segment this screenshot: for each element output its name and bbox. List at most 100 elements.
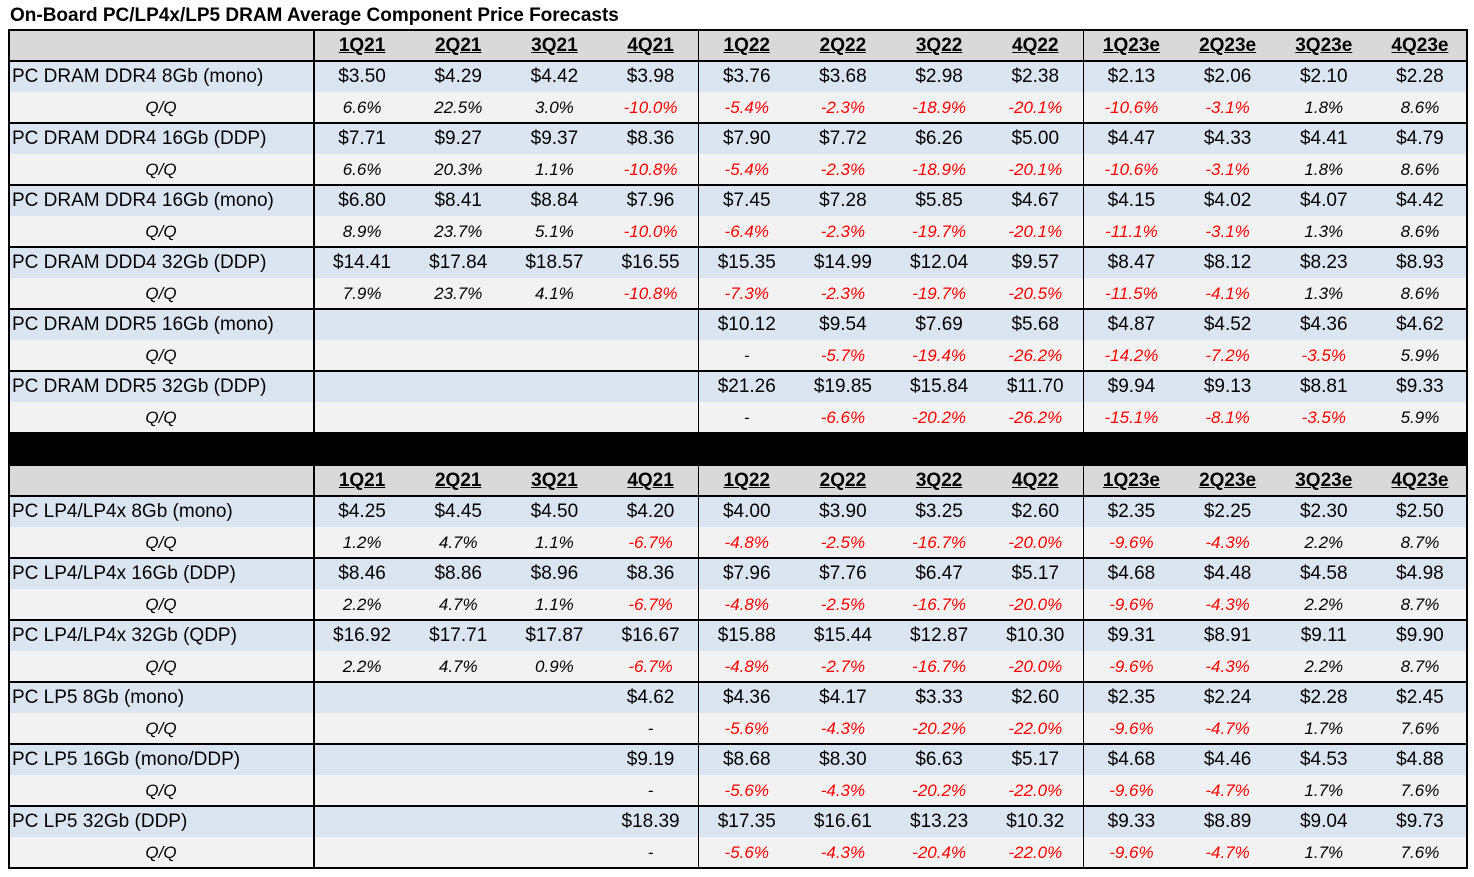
price-row: [8, 371, 1468, 402]
column-divider: [313, 465, 315, 868]
change-label: Q/Q: [145, 533, 177, 552]
price-value: $4.15: [1107, 190, 1156, 211]
change-label: Q/Q: [145, 595, 177, 614]
change-value: [506, 837, 602, 868]
price-value: $9.37: [530, 128, 579, 149]
change-value: -26.2%: [1008, 408, 1063, 427]
price-value: $2.28: [1396, 66, 1444, 87]
price-value: [410, 309, 506, 340]
price-value: $2.06: [1203, 66, 1252, 87]
row-divider: [8, 122, 1468, 124]
price-value: $8.68: [722, 749, 771, 770]
price-value: $7.28: [819, 190, 867, 211]
column-divider: [1082, 465, 1085, 868]
change-value: -22.0%: [1008, 719, 1063, 738]
price-value: $16.67: [621, 625, 680, 646]
change-label: Q/Q: [145, 657, 177, 676]
price-value: $9.27: [434, 128, 482, 149]
price-value: [603, 371, 699, 402]
price-value: $8.91: [1203, 625, 1252, 646]
price-value: $9.31: [1107, 625, 1156, 646]
price-value: $4.25: [338, 501, 386, 522]
row-divider: [8, 743, 1468, 745]
price-value: $8.36: [626, 128, 675, 149]
row-divider: [8, 246, 1468, 248]
quarter-header: 1Q23e: [1102, 35, 1160, 56]
price-value: $5.85: [915, 190, 963, 211]
price-value: $10.32: [1006, 811, 1065, 832]
change-value: -5.7%: [820, 346, 866, 365]
price-value: $4.20: [626, 501, 675, 522]
price-value: $21.26: [717, 376, 776, 397]
change-value: 8.6%: [1400, 98, 1440, 117]
change-value: -16.7%: [912, 657, 967, 676]
price-value: [506, 744, 602, 775]
change-value: -6.7%: [628, 595, 673, 614]
price-value: $5.00: [1011, 128, 1060, 149]
price-value: $9.04: [1299, 811, 1348, 832]
quarter-header: 1Q21: [338, 35, 386, 56]
change-value: -16.7%: [912, 595, 967, 614]
quarter-header: 4Q22: [1012, 470, 1059, 491]
change-row: [8, 92, 1468, 123]
change-value: -: [647, 781, 654, 800]
change-value: -4.3%: [1205, 595, 1250, 614]
price-value: $15.35: [717, 252, 776, 273]
price-value: $4.36: [722, 687, 771, 708]
page-title: On-Board PC/LP4x/LP5 DRAM Average Compon…: [10, 5, 619, 26]
change-value: -4.8%: [724, 533, 769, 552]
change-value: 1.3%: [1304, 222, 1344, 241]
price-value: $4.00: [722, 501, 771, 522]
change-value: [506, 340, 602, 371]
change-value: -22.0%: [1008, 781, 1063, 800]
change-value: 1.8%: [1304, 160, 1344, 179]
row-divider: [8, 495, 1468, 497]
change-value: -20.2%: [912, 781, 967, 800]
price-value: $4.68: [1107, 749, 1156, 770]
price-value: $17.84: [429, 252, 488, 273]
quarter-header: 2Q21: [434, 470, 482, 491]
change-value: -3.5%: [1301, 408, 1346, 427]
price-value: $4.47: [1107, 128, 1156, 149]
product-label: PC LP4/LP4x 8Gb (mono): [12, 501, 233, 522]
price-value: $2.28: [1299, 687, 1348, 708]
change-value: -: [743, 346, 750, 365]
change-value: -20.2%: [912, 719, 967, 738]
price-value: $2.60: [1011, 501, 1060, 522]
price-value: $18.39: [621, 811, 680, 832]
change-value: -8.1%: [1205, 408, 1250, 427]
change-value: -4.7%: [1205, 781, 1250, 800]
price-row: [8, 558, 1468, 589]
change-value: -20.4%: [912, 843, 967, 862]
change-value: -11.1%: [1105, 222, 1158, 241]
change-value: -10.6%: [1104, 160, 1159, 179]
price-value: $8.36: [626, 563, 675, 584]
change-value: -4.3%: [820, 781, 866, 800]
price-value: $4.36: [1299, 314, 1348, 335]
change-value: -2.3%: [820, 98, 866, 117]
price-value: $10.12: [717, 314, 776, 335]
price-value: $16.61: [813, 811, 872, 832]
price-value: $15.88: [717, 625, 776, 646]
table-border-right: [1466, 465, 1468, 868]
change-value: -7.3%: [724, 284, 769, 303]
change-value: -2.3%: [820, 160, 866, 179]
quarter-header: 2Q22: [819, 470, 867, 491]
change-value: 1.3%: [1304, 284, 1344, 303]
table-border-left: [8, 465, 10, 868]
price-value: $6.80: [338, 190, 386, 211]
price-value: [506, 309, 602, 340]
quarter-header: 1Q23e: [1102, 470, 1160, 491]
price-value: [410, 744, 506, 775]
change-value: 2.2%: [342, 657, 382, 676]
price-value: $9.13: [1203, 376, 1252, 397]
change-value: -: [647, 843, 654, 862]
change-value: -11.5%: [1105, 284, 1158, 303]
change-row: [8, 589, 1468, 620]
price-value: $4.29: [434, 66, 482, 87]
price-value: $11.70: [1006, 376, 1064, 397]
price-value: $8.81: [1299, 376, 1348, 397]
change-value: 6.6%: [342, 98, 382, 117]
price-value: $18.57: [525, 252, 584, 273]
change-value: 23.7%: [434, 284, 483, 303]
